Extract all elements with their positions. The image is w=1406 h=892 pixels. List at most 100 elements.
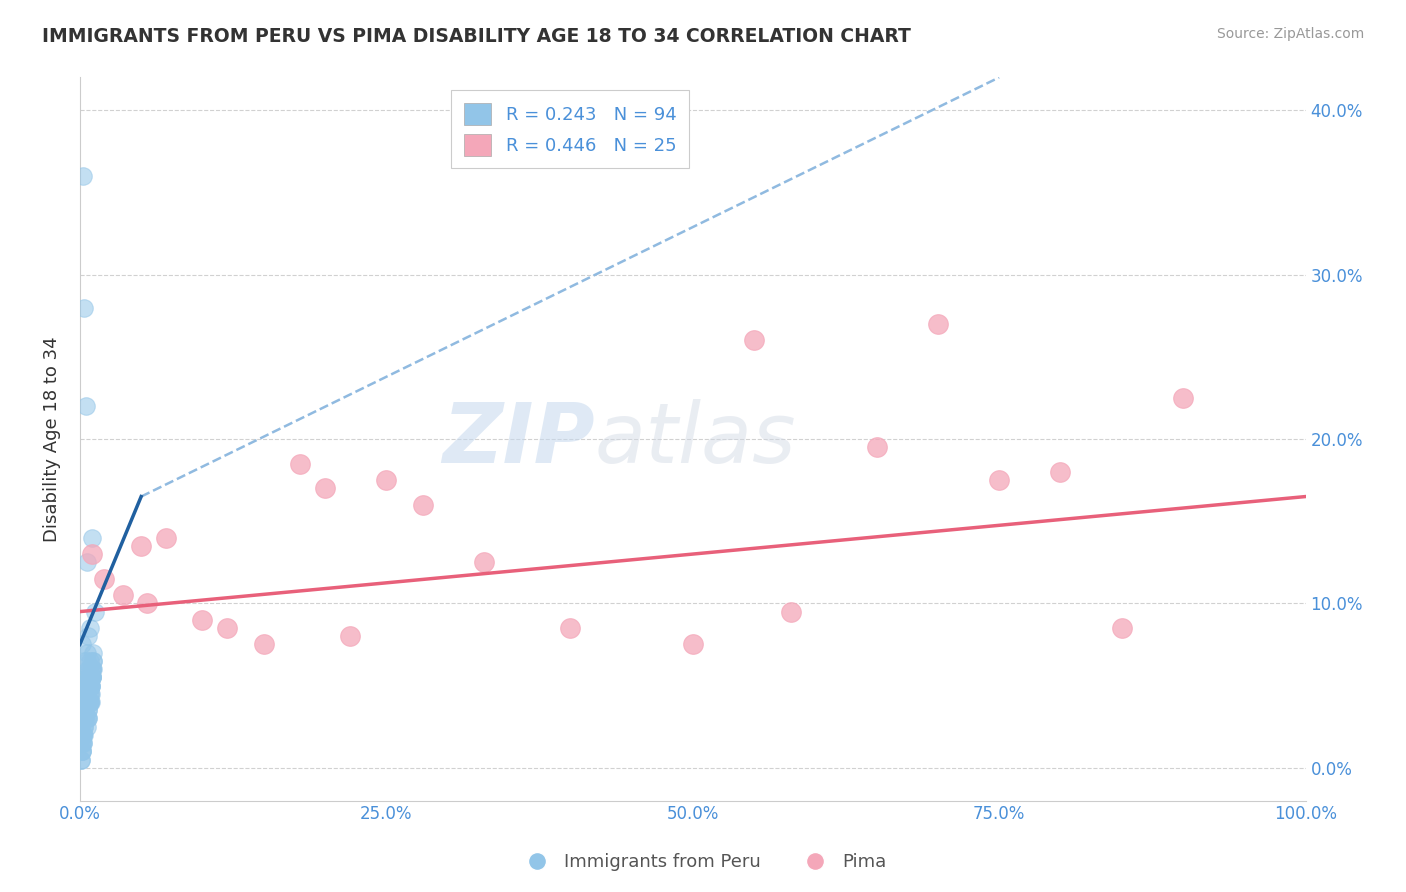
Point: [72, 703, 94, 717]
Point: [75, 687, 97, 701]
Point: [83, 605, 105, 619]
Point: [79, 621, 101, 635]
Point: [75, 679, 97, 693]
Point: [76, 679, 98, 693]
Point: [79, 695, 101, 709]
Point: [927, 317, 949, 331]
Point: [290, 457, 312, 471]
Point: [72, 728, 94, 742]
Point: [339, 629, 361, 643]
Point: [75, 695, 97, 709]
Point: [73, 703, 96, 717]
Point: [75, 695, 97, 709]
Point: [558, 621, 581, 635]
Text: atlas: atlas: [595, 399, 796, 480]
Point: [76, 654, 98, 668]
Point: [76, 720, 98, 734]
Point: [77, 679, 100, 693]
Point: [72, 728, 94, 742]
Point: [80, 679, 103, 693]
Point: [82, 662, 104, 676]
Point: [70, 638, 93, 652]
Text: Source: ZipAtlas.com: Source: ZipAtlas.com: [1216, 27, 1364, 41]
Point: [76, 646, 98, 660]
Point: [73, 654, 96, 668]
Point: [70, 720, 93, 734]
Point: [70, 752, 93, 766]
Point: [779, 605, 801, 619]
Point: [191, 613, 214, 627]
Y-axis label: Disability Age 18 to 34: Disability Age 18 to 34: [44, 336, 60, 541]
Point: [73, 720, 96, 734]
Point: [79, 670, 101, 684]
Point: [72, 736, 94, 750]
Point: [865, 440, 887, 454]
Point: [75, 695, 97, 709]
Point: [79, 662, 101, 676]
Point: [82, 654, 104, 668]
Point: [73, 703, 96, 717]
Point: [136, 596, 159, 610]
Point: [82, 670, 104, 684]
Point: [82, 662, 104, 676]
Point: [79, 695, 101, 709]
Point: [75, 399, 97, 413]
Legend: R = 0.243   N = 94, R = 0.446   N = 25: R = 0.243 N = 94, R = 0.446 N = 25: [451, 90, 689, 169]
Point: [72, 736, 94, 750]
Point: [1111, 621, 1133, 635]
Point: [72, 744, 94, 758]
Point: [76, 670, 98, 684]
Point: [72, 301, 94, 315]
Point: [76, 687, 98, 701]
Point: [77, 662, 100, 676]
Legend: Immigrants from Peru, Pima: Immigrants from Peru, Pima: [512, 847, 894, 879]
Point: [988, 473, 1011, 487]
Point: [70, 744, 93, 758]
Point: [412, 498, 434, 512]
Point: [73, 670, 96, 684]
Point: [73, 703, 96, 717]
Point: [77, 703, 100, 717]
Point: [80, 670, 103, 684]
Point: [375, 473, 398, 487]
Point: [80, 670, 103, 684]
Point: [72, 728, 94, 742]
Point: [82, 646, 104, 660]
Point: [70, 752, 93, 766]
Point: [80, 679, 103, 693]
Point: [72, 711, 94, 725]
Point: [82, 662, 104, 676]
Point: [79, 679, 101, 693]
Point: [77, 695, 100, 709]
Point: [76, 555, 98, 569]
Point: [1171, 391, 1194, 405]
Point: [93, 572, 115, 586]
Point: [742, 334, 765, 348]
Point: [79, 687, 101, 701]
Point: [73, 711, 96, 725]
Point: [75, 679, 97, 693]
Point: [70, 736, 93, 750]
Point: [79, 687, 101, 701]
Point: [70, 744, 93, 758]
Point: [82, 531, 104, 545]
Point: [82, 662, 104, 676]
Point: [76, 703, 98, 717]
Point: [80, 695, 103, 709]
Point: [73, 711, 96, 725]
Point: [253, 638, 276, 652]
Point: [75, 679, 97, 693]
Point: [80, 670, 103, 684]
Point: [77, 679, 100, 693]
Point: [72, 720, 94, 734]
Point: [129, 539, 152, 553]
Point: [76, 679, 98, 693]
Point: [76, 711, 98, 725]
Point: [80, 687, 103, 701]
Point: [682, 638, 704, 652]
Point: [79, 654, 101, 668]
Text: ZIP: ZIP: [441, 399, 595, 480]
Point: [77, 670, 100, 684]
Point: [77, 670, 100, 684]
Text: IMMIGRANTS FROM PERU VS PIMA DISABILITY AGE 18 TO 34 CORRELATION CHART: IMMIGRANTS FROM PERU VS PIMA DISABILITY …: [42, 27, 911, 45]
